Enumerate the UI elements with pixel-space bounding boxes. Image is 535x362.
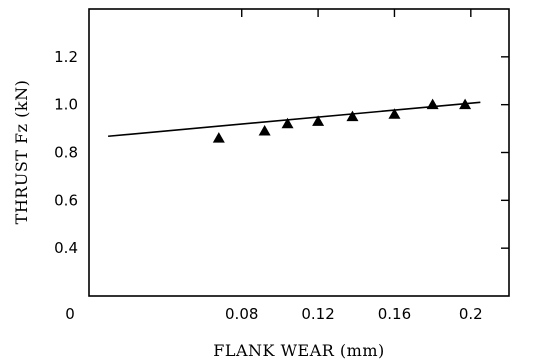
x-tick-label: 0 bbox=[65, 305, 75, 323]
data-point-triangle bbox=[346, 110, 359, 122]
x-tick-label: 0.12 bbox=[301, 305, 334, 323]
plot-frame bbox=[88, 8, 510, 297]
x-tick-label: 0.08 bbox=[225, 305, 258, 323]
x-tick-label: 0.16 bbox=[378, 305, 411, 323]
fit-line bbox=[108, 101, 481, 138]
data-point-triangle bbox=[426, 98, 439, 110]
data-point-triangle bbox=[388, 108, 401, 119]
y-tick-label: 1.0 bbox=[54, 96, 78, 114]
y-tick-label: 0.4 bbox=[54, 239, 78, 257]
y-tick-label: 1.2 bbox=[54, 48, 78, 66]
data-point-triangle bbox=[281, 117, 294, 129]
data-point-triangle bbox=[258, 124, 271, 136]
x-tick-label: 0.2 bbox=[459, 305, 483, 323]
x-axis-ticks: 0 0.08 0.12 0.16 0.2 bbox=[65, 9, 483, 323]
y-tick-label: 0.8 bbox=[54, 144, 78, 162]
data-point-triangle bbox=[212, 132, 225, 143]
data-point-triangle bbox=[459, 98, 472, 110]
data-point-triangle bbox=[312, 115, 325, 126]
data-points bbox=[212, 98, 472, 143]
y-axis-title: THRUST Fz (kN) bbox=[12, 80, 31, 225]
y-axis-ticks: 0.4 0.6 0.8 1.0 1.2 bbox=[54, 48, 509, 257]
x-axis-title: FLANK WEAR (mm) bbox=[213, 341, 384, 360]
y-tick-label: 0.6 bbox=[54, 191, 78, 209]
